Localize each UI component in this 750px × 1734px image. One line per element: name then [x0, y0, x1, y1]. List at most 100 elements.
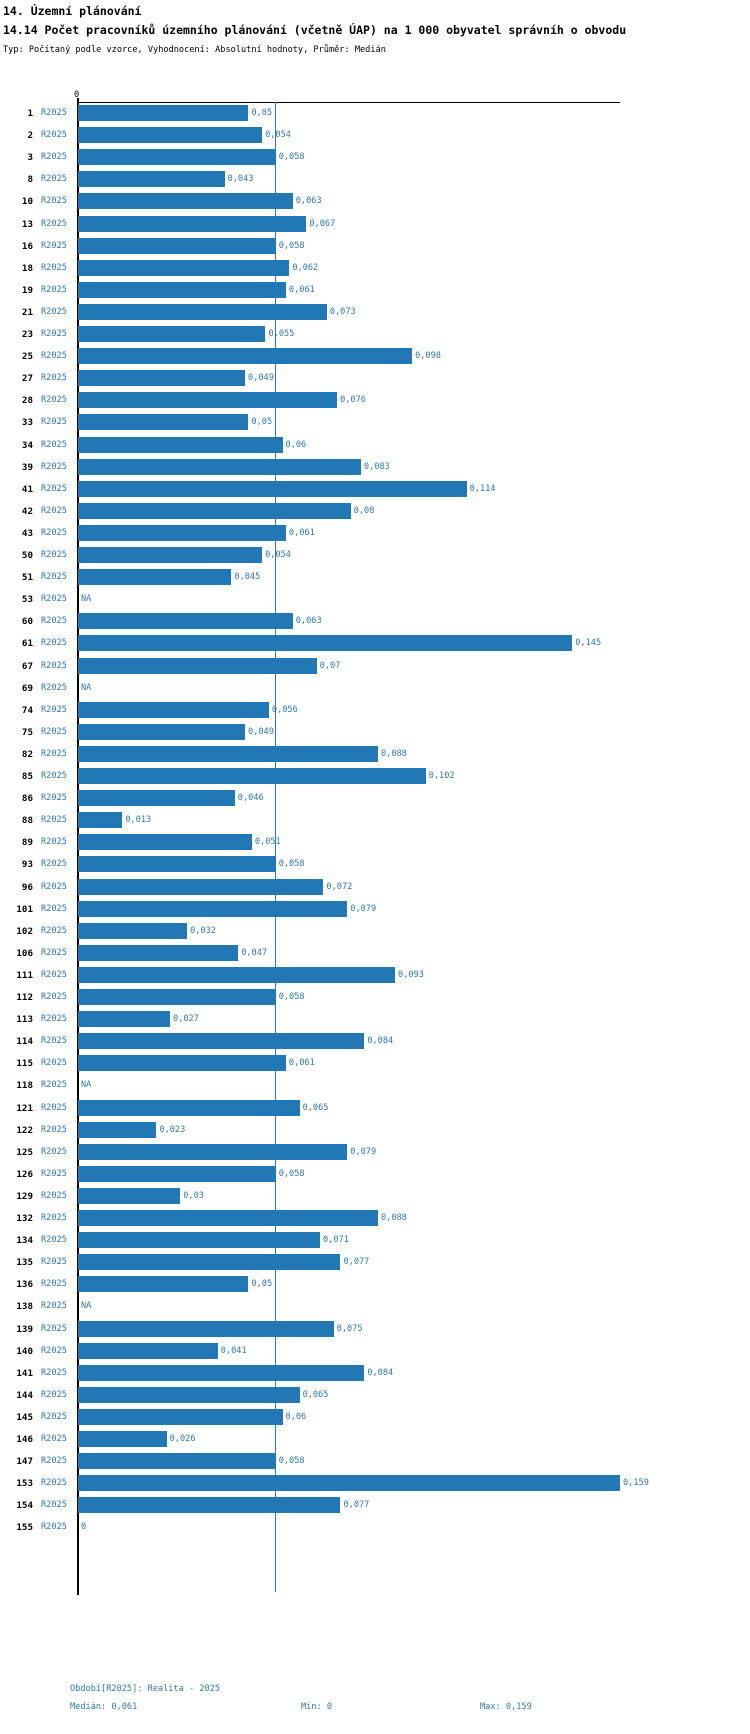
- table-row: 53 R2025 NA: [0, 589, 750, 611]
- row-series-label: R2025: [41, 1235, 67, 1246]
- bar-value-label: 0,073: [329, 306, 356, 317]
- bar-value-label: 0,026: [169, 1434, 196, 1444]
- row-index-label: 43: [21, 527, 33, 539]
- table-row: 140 R2025 0,041: [0, 1341, 750, 1363]
- row-series-label: R2025: [41, 638, 67, 649]
- row-series-label: R2025: [41, 306, 67, 317]
- table-row: 125 R2025 0,079: [0, 1142, 750, 1164]
- chart-header: 14. Územní plánování 14.14 Počet pracovn…: [0, 0, 750, 56]
- row-index-label: 39: [21, 461, 33, 473]
- bar-value-label: 0,023: [159, 1124, 186, 1135]
- x-axis-tick-zero: 0: [74, 90, 80, 100]
- row-index-label: 25: [21, 351, 33, 363]
- bar-value-na-label: NA: [81, 682, 92, 693]
- bar: [78, 1386, 300, 1403]
- row-series-label: R2025: [41, 1434, 67, 1444]
- row-index-label: 112: [16, 992, 33, 1003]
- row-series-label: R2025: [41, 1522, 67, 1533]
- x-axis-line: [78, 102, 620, 103]
- row-series-label: R2025: [41, 660, 67, 671]
- row-series-label: R2025: [41, 1323, 67, 1334]
- bar-value-label: 0,075: [336, 1323, 363, 1334]
- bar: [78, 812, 123, 829]
- bar: [78, 348, 413, 365]
- chart-subtitle: Typ: Počítaný podle vzorce, Vyhodnocení:…: [3, 45, 386, 55]
- bar-value-label: 0,084: [367, 1367, 394, 1378]
- row-series-label: R2025: [41, 262, 67, 273]
- table-row: 25 R2025 0,098: [0, 346, 750, 368]
- row-index-label: 113: [16, 1014, 33, 1026]
- bar: [78, 193, 293, 210]
- bar: [78, 878, 324, 895]
- row-index-label: 111: [16, 969, 33, 981]
- median-reference-line: [275, 102, 276, 1592]
- bar-value-label: 0,07: [319, 660, 341, 671]
- bar: [78, 524, 286, 541]
- bar: [78, 303, 327, 320]
- bar: [78, 392, 338, 409]
- bar: [78, 1497, 341, 1514]
- table-row: 85 R2025 0,102: [0, 766, 750, 788]
- bar-value-label: 0,054: [265, 130, 291, 141]
- bar: [78, 569, 232, 586]
- bar-value-label: 0,088: [380, 748, 407, 759]
- table-row: 19 R2025 0,061: [0, 280, 750, 302]
- bar: [78, 370, 246, 387]
- row-index-label: 118: [16, 1080, 33, 1092]
- table-row: 23 R2025 0,055: [0, 324, 750, 346]
- row-index-label: 122: [16, 1124, 33, 1136]
- bar-value-label: 0,049: [248, 373, 274, 384]
- bar-value-label: 0,077: [343, 1257, 370, 1268]
- bar: [78, 215, 307, 232]
- bar-value-label: 0,058: [278, 1168, 305, 1179]
- bar: [78, 547, 263, 563]
- table-row: 114 R2025 0,084: [0, 1031, 750, 1053]
- bar-value-label: 0,061: [288, 284, 315, 295]
- row-series-label: R2025: [41, 373, 67, 384]
- footer-median-stat: Medián: 0,061: [70, 1702, 138, 1712]
- row-index-label: 139: [16, 1323, 33, 1335]
- bar: [78, 480, 467, 497]
- row-index-label: 155: [16, 1522, 33, 1534]
- bar: [78, 237, 276, 254]
- table-row: 21 R2025 0,073: [0, 302, 750, 324]
- row-series-label: R2025: [41, 1146, 67, 1157]
- row-series-label: R2025: [41, 925, 67, 936]
- bar-value-label: 0,08: [353, 505, 375, 516]
- table-row: 96 R2025 0,072: [0, 877, 750, 899]
- bar-value-na-label: NA: [81, 1080, 92, 1091]
- table-row: 43 R2025 0,061: [0, 523, 750, 545]
- row-series-label: R2025: [41, 240, 67, 251]
- bar: [78, 259, 290, 276]
- bar: [78, 326, 266, 342]
- bar: [78, 834, 252, 851]
- bar-value-na-label: NA: [81, 594, 92, 605]
- bar-value-label: 0,03: [183, 1190, 204, 1201]
- bar-value-label: 0,098: [415, 351, 441, 362]
- row-index-label: 16: [21, 240, 33, 252]
- row-series-label: R2025: [41, 771, 67, 781]
- bar-value-label: 0,049: [248, 726, 274, 737]
- row-series-label: R2025: [41, 550, 67, 560]
- bar: [78, 1408, 283, 1425]
- row-series-label: R2025: [41, 903, 67, 914]
- row-index-label: 138: [16, 1301, 33, 1313]
- bar: [78, 1187, 181, 1204]
- bar-value-label: 0,013: [125, 815, 152, 826]
- table-row: 41 R2025 0,114: [0, 479, 750, 501]
- table-row: 135 R2025 0,077: [0, 1252, 750, 1274]
- table-row: 27 R2025 0,049: [0, 368, 750, 390]
- bar-value-label: 0,145: [575, 638, 602, 649]
- bar: [78, 701, 269, 718]
- bar: [78, 1143, 348, 1160]
- bar-value-label: 0,071: [323, 1235, 349, 1246]
- bar-value-na-label: NA: [81, 1301, 92, 1312]
- table-row: 106 R2025 0,047: [0, 943, 750, 965]
- table-row: 10 R2025 0,063: [0, 191, 750, 213]
- row-series-label: R2025: [41, 947, 67, 958]
- row-index-label: 67: [21, 660, 33, 672]
- row-series-label: R2025: [41, 1102, 67, 1113]
- row-series-label: R2025: [41, 748, 67, 759]
- row-series-label: R2025: [41, 417, 67, 428]
- table-row: 28 R2025 0,076: [0, 390, 750, 412]
